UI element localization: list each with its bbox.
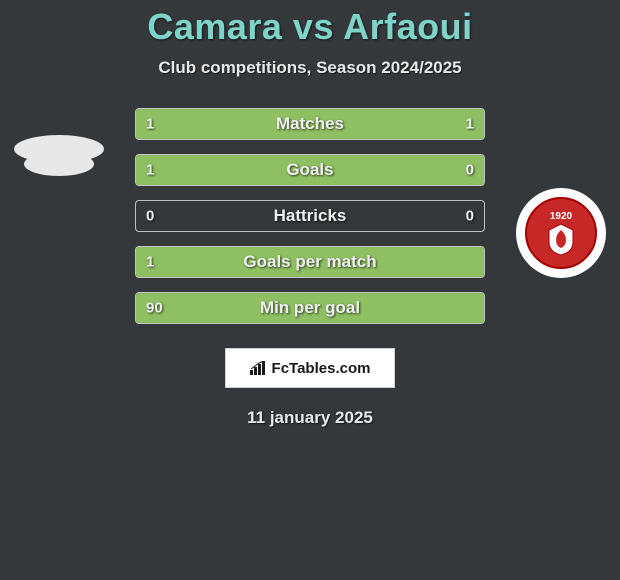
brand-badge: FcTables.com [225,348,395,388]
club-crest-icon [546,222,576,256]
stat-value-left: 0 [146,208,154,225]
stat-value-left: 1 [146,162,154,179]
stat-label: Matches [276,114,344,134]
stat-value-left: 1 [146,254,154,271]
badge-year: 1920 [550,211,572,222]
bar-chart-icon [250,361,268,375]
stat-value-left: 90 [146,300,163,317]
stat-value-right: 1 [466,116,474,133]
stat-row: 1 Goals per match [135,246,485,278]
page-title: Camara vs Arfaoui [0,6,620,48]
stat-row: 90 Min per goal [135,292,485,324]
player-right-avatar: 1920 [516,188,606,278]
stat-label: Goals per match [243,252,376,272]
stat-value-right: 0 [466,162,474,179]
club-badge-icon: 1920 [525,197,597,269]
stat-value-left: 1 [146,116,154,133]
brand-text: FcTables.com [272,360,371,377]
stat-row: 0 0 Hattricks [135,200,485,232]
comparison-card: Camara vs Arfaoui Club competitions, Sea… [0,0,620,580]
stat-rows: 1 1 Matches 1 0 Goals 0 0 Hattricks 1 Goals per ma… [135,108,485,324]
subtitle: Club competitions, Season 2024/2025 [0,58,620,78]
bar-fill-left [136,155,397,185]
placeholder-oval-icon [24,152,94,176]
comparison-area: 1920 1 1 Matches 1 0 Goals 0 0 Hattricks 1 Goals p… [0,108,620,324]
stat-row: 1 0 Goals [135,154,485,186]
stat-row: 1 1 Matches [135,108,485,140]
stat-label: Min per goal [260,298,360,318]
stat-label: Goals [286,160,333,180]
stat-label: Hattricks [274,206,347,226]
player-left-avatar [14,104,104,194]
snapshot-date: 11 january 2025 [0,408,620,428]
stat-value-right: 0 [466,208,474,225]
